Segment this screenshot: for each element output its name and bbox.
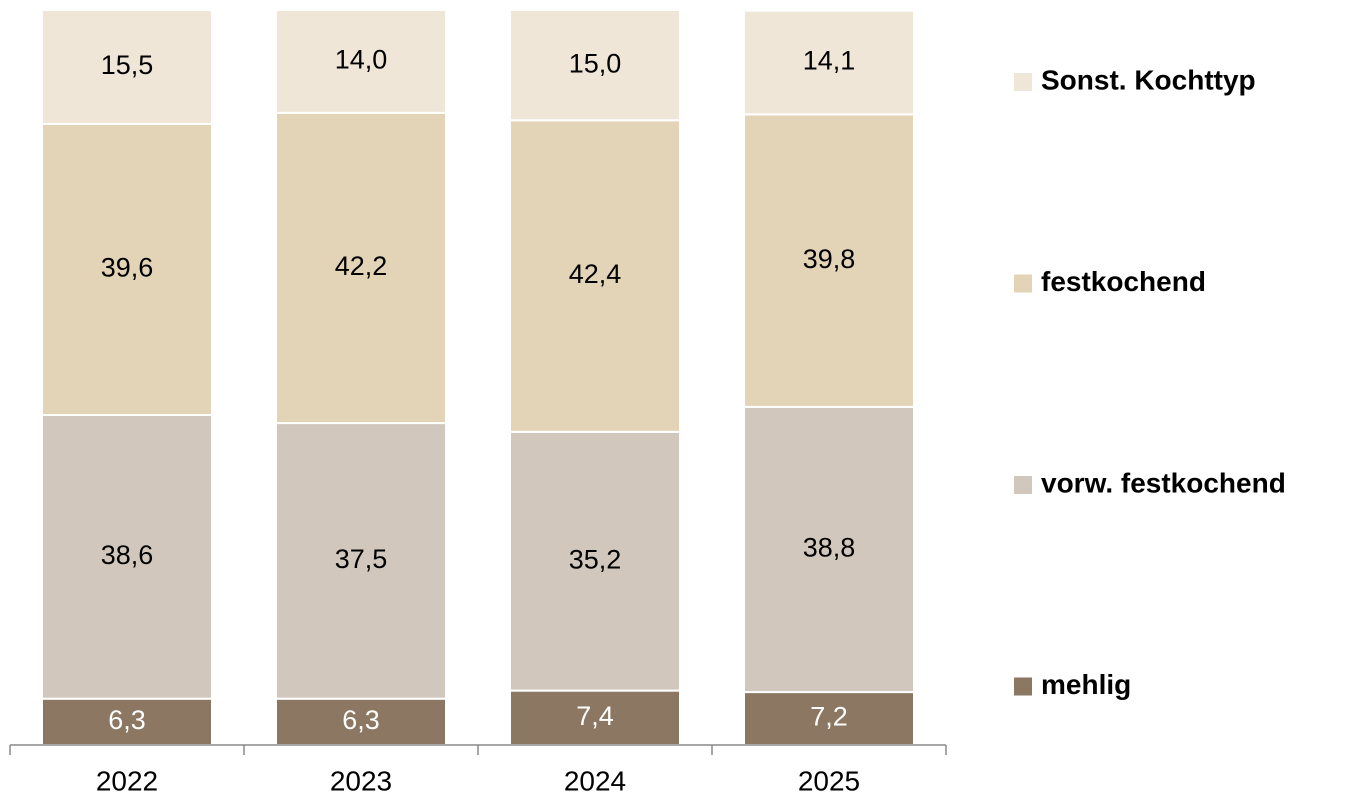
value-label: 38,8 <box>803 533 856 563</box>
bar-segment <box>509 430 681 692</box>
legend-swatch <box>1014 677 1032 696</box>
value-label: 42,2 <box>335 251 388 281</box>
bar-segment <box>509 119 681 433</box>
legend-label: festkochend <box>1041 266 1206 297</box>
value-label: 14,0 <box>335 45 388 75</box>
legend-label: Sonst. Kochttyp <box>1041 64 1256 95</box>
bar-segment <box>41 9 213 125</box>
x-tick-label: 2022 <box>96 765 158 796</box>
legend-swatch <box>1014 73 1032 91</box>
value-label: 15,0 <box>569 48 622 78</box>
value-label: 14,1 <box>803 46 856 76</box>
value-label: 39,8 <box>803 244 856 274</box>
bar-segment <box>509 9 681 122</box>
value-label: 42,4 <box>569 259 622 289</box>
bar-segment <box>275 111 447 425</box>
x-tick-label: 2025 <box>798 765 860 796</box>
value-label: 7,2 <box>810 702 848 732</box>
bar-segment <box>41 413 213 700</box>
value-label: 6,3 <box>108 705 146 735</box>
value-label: 7,4 <box>576 701 614 731</box>
legend-label: mehlig <box>1041 669 1131 700</box>
value-label: 39,6 <box>101 253 154 283</box>
value-label: 38,6 <box>101 540 154 570</box>
x-tick-label: 2023 <box>330 765 392 796</box>
bar-segment <box>275 9 447 114</box>
bar-segment <box>275 422 447 700</box>
bar-segment <box>743 113 915 408</box>
bar-segment <box>41 697 213 747</box>
value-label: 37,5 <box>335 544 388 574</box>
x-tick-label: 2024 <box>564 765 626 796</box>
legend-swatch <box>1014 476 1032 494</box>
value-label: 6,3 <box>342 705 380 735</box>
legend-label: vorw. festkochend <box>1041 467 1286 498</box>
bar-segment <box>743 9 915 116</box>
value-label: 35,2 <box>569 544 622 574</box>
legend-swatch <box>1014 274 1032 293</box>
value-label: 15,5 <box>101 50 154 80</box>
